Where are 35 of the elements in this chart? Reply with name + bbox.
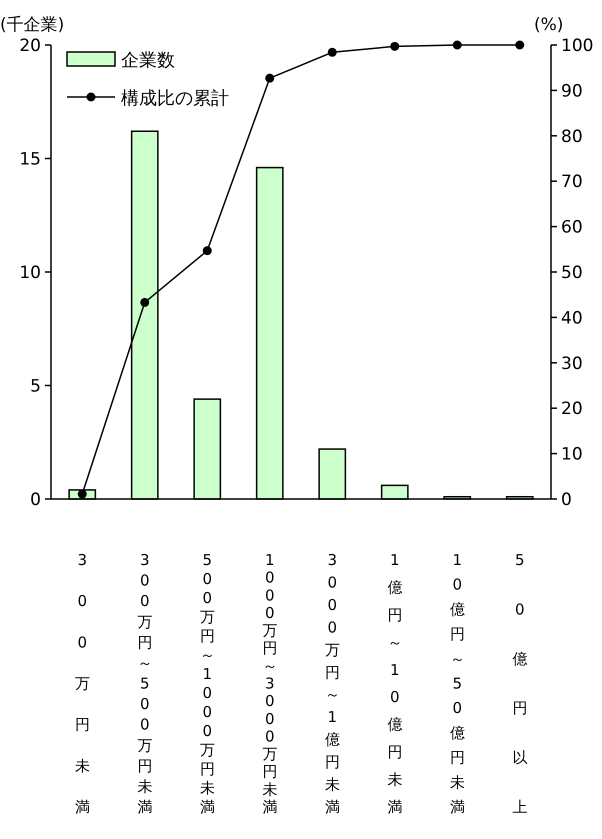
y2-tick-label: 0: [561, 490, 572, 510]
x-tick-label: 1000万円～3000万円未満: [262, 551, 278, 816]
y-tick-label: 20: [19, 36, 41, 56]
x-tick-label: 300万円未満: [74, 551, 90, 816]
y2-tick-label: 100: [561, 36, 594, 56]
point: [202, 246, 212, 256]
y2-axis-title: (%): [534, 15, 564, 35]
y2-tick-label: 30: [561, 354, 583, 374]
point: [452, 40, 462, 50]
legend-label: 企業数: [121, 50, 175, 71]
point: [515, 40, 524, 50]
point: [390, 42, 400, 51]
y-tick-label: 15: [19, 150, 41, 170]
y2-tick-label: 20: [561, 399, 583, 420]
y2-tick-label: 40: [561, 308, 583, 328]
x-tick-label: 50億円以上: [512, 551, 528, 816]
point: [265, 74, 274, 83]
y2-tick-label: 60: [561, 218, 583, 238]
point: [328, 48, 337, 57]
legend-label: 構成比の累計: [121, 88, 229, 109]
y2-tick-label: 50: [561, 263, 583, 283]
y-tick-label: 0: [30, 490, 41, 510]
y-axis-title: (千企業): [0, 15, 64, 35]
y-tick-label: 5: [30, 376, 41, 396]
y-tick-label: 10: [19, 263, 41, 283]
point: [140, 298, 150, 307]
y2-tick-label: 90: [561, 81, 583, 102]
x-tick-label: 1億円～10億円未満: [387, 551, 402, 816]
x-tick-label: 10億円～50億円未満: [450, 551, 465, 816]
x-tick-label: 500万円～1000万円未満: [200, 551, 215, 816]
y2-tick-label: 10: [561, 444, 583, 465]
y2-tick-label: 70: [561, 172, 583, 192]
x-tick-label: 300万円～500万円未満: [137, 551, 152, 816]
y2-tick-label: 80: [561, 126, 583, 147]
x-tick-label: 3000万円～1億円未満: [324, 551, 340, 816]
